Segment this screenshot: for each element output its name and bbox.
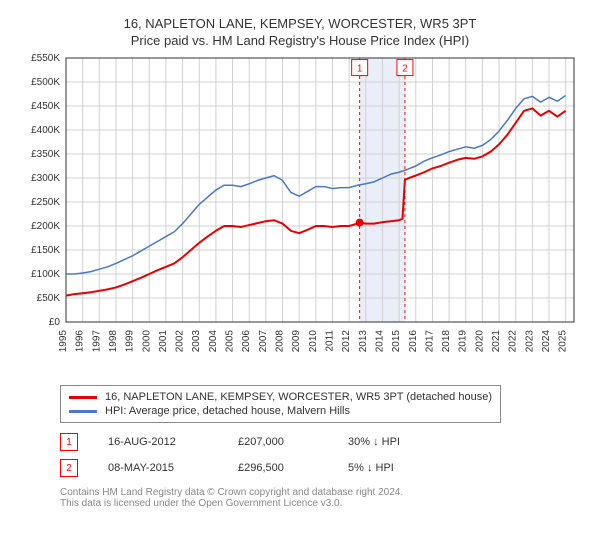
x-tick-label: 2008 <box>275 330 286 353</box>
x-tick-label: 2013 <box>358 330 369 353</box>
x-tick-label: 2004 <box>208 330 219 353</box>
x-tick-label: 2012 <box>341 330 352 353</box>
x-tick-label: 1995 <box>58 330 69 353</box>
sale-price: £207,000 <box>238 436 318 448</box>
legend-swatch <box>69 396 97 399</box>
x-tick-label: 2001 <box>158 330 169 353</box>
sale-row-badge: 1 <box>60 433 78 451</box>
legend-item: HPI: Average price, detached house, Malv… <box>69 404 492 418</box>
legend-item: 16, NAPLETON LANE, KEMPSEY, WORCESTER, W… <box>69 390 492 404</box>
y-tick-label: £450K <box>31 101 60 112</box>
legend: 16, NAPLETON LANE, KEMPSEY, WORCESTER, W… <box>60 385 501 423</box>
y-tick-label: £550K <box>31 53 60 64</box>
chart-title: 16, NAPLETON LANE, KEMPSEY, WORCESTER, W… <box>20 16 580 31</box>
y-tick-label: £400K <box>31 125 60 136</box>
x-tick-label: 2016 <box>408 330 419 353</box>
x-tick-label: 2015 <box>391 330 402 353</box>
sale-marker <box>356 219 364 227</box>
price-chart: £0 £50K £100K £150K £200K £250K £300K £350K £400… <box>20 52 580 372</box>
x-tick-label: 2006 <box>241 330 252 353</box>
x-tick-label: 2011 <box>324 330 335 352</box>
x-tick-label: 1998 <box>108 330 119 353</box>
sale-date: 08-MAY-2015 <box>108 462 208 474</box>
y-tick-label: £500K <box>31 77 60 88</box>
footer-attribution: Contains HM Land Registry data © Crown c… <box>60 487 580 509</box>
x-tick-label: 2022 <box>508 330 519 353</box>
legend-swatch <box>69 410 97 413</box>
x-tick-label: 2023 <box>524 330 535 353</box>
sale-row-badge: 2 <box>60 459 78 477</box>
y-tick-label: £100K <box>31 269 60 280</box>
x-tick-label: 2019 <box>458 330 469 353</box>
chart-subtitle: Price paid vs. HM Land Registry's House … <box>20 33 580 48</box>
sale-row: 1 16-AUG-2012 £207,000 30% ↓ HPI <box>60 429 580 455</box>
x-tick-label: 2017 <box>424 330 435 353</box>
y-tick-label: £50K <box>37 293 61 304</box>
legend-label: 16, NAPLETON LANE, KEMPSEY, WORCESTER, W… <box>105 391 492 403</box>
sale-price: £296,500 <box>238 462 318 474</box>
x-tick-label: 2024 <box>541 330 552 353</box>
y-tick-label: £0 <box>49 317 61 328</box>
plot-border <box>66 58 574 322</box>
y-tick-label: £250K <box>31 197 60 208</box>
sales-table: 1 16-AUG-2012 £207,000 30% ↓ HPI 2 08-MAY-201… <box>60 429 580 481</box>
x-tick-label: 2014 <box>374 330 385 353</box>
x-tick-label: 2018 <box>441 330 452 353</box>
y-tick-label: £200K <box>31 221 60 232</box>
x-tick-label: 2020 <box>474 330 485 353</box>
footer-line: This data is licensed under the Open Gov… <box>60 498 580 509</box>
x-tick-label: 2002 <box>175 330 186 353</box>
x-tick-label: 2003 <box>191 330 202 353</box>
x-tick-label: 1999 <box>125 330 136 353</box>
sale-vs-hpi: 30% ↓ HPI <box>348 436 400 448</box>
y-tick-label: £300K <box>31 173 60 184</box>
x-tick-label: 2025 <box>558 330 569 353</box>
x-tick-label: 1997 <box>91 330 102 353</box>
sale-badge-label: 1 <box>357 64 363 75</box>
x-tick-label: 2005 <box>225 330 236 353</box>
sale-badge-label: 2 <box>402 64 408 75</box>
y-tick-label: £150K <box>31 245 60 256</box>
x-tick-label: 1996 <box>75 330 86 353</box>
x-tick-label: 2009 <box>291 330 302 353</box>
x-tick-label: 2007 <box>258 330 269 353</box>
x-tick-label: 2000 <box>141 330 152 353</box>
sale-date: 16-AUG-2012 <box>108 436 208 448</box>
legend-label: HPI: Average price, detached house, Malv… <box>105 405 350 417</box>
footer-line: Contains HM Land Registry data © Crown c… <box>60 487 580 498</box>
sale-row: 2 08-MAY-2015 £296,500 5% ↓ HPI <box>60 455 580 481</box>
y-tick-label: £350K <box>31 149 60 160</box>
x-tick-label: 2010 <box>308 330 319 353</box>
x-tick-label: 2021 <box>491 330 502 353</box>
sale-vs-hpi: 5% ↓ HPI <box>348 462 394 474</box>
